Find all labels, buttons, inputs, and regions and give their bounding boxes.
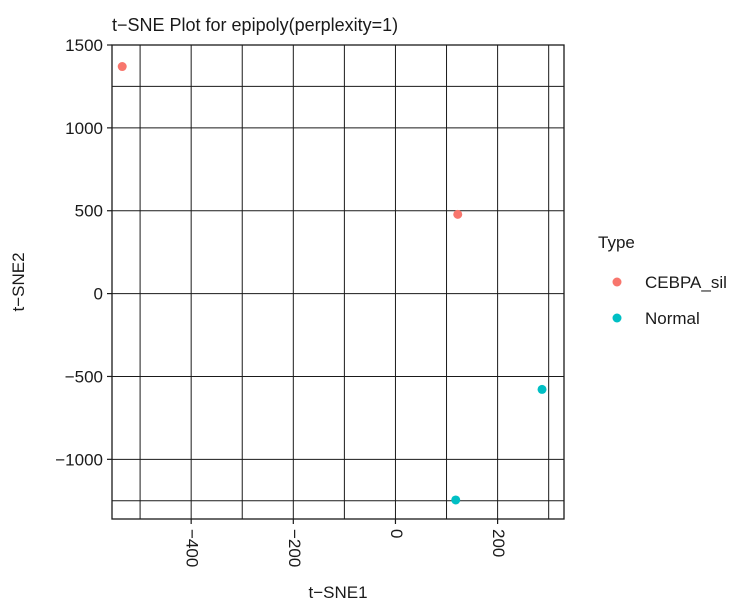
axis-ticks: −1000 −500 0 500 1000 1500 −400 −200 0 200 (55, 36, 508, 567)
y-tick-label: −1000 (55, 450, 103, 469)
y-tick-label: 500 (75, 202, 103, 221)
y-tick-label: 1000 (65, 119, 103, 138)
data-point (537, 384, 547, 394)
y-tick-label: −500 (65, 367, 103, 386)
legend-label: Normal (645, 309, 700, 328)
chart-title: t−SNE Plot for epipoly(perplexity=1) (112, 15, 398, 35)
y-tick-label: 0 (94, 285, 103, 304)
x-tick-label: 200 (489, 529, 508, 557)
y-axis-label: t−SNE2 (9, 252, 28, 311)
legend-label: CEBPA_sil (645, 273, 727, 292)
data-point (453, 209, 463, 219)
x-tick-label: −400 (183, 529, 202, 567)
legend-items: CEBPA_sil Normal (612, 273, 727, 328)
plot-panel-border (111, 44, 565, 520)
legend-key (612, 313, 622, 323)
x-axis-label: t−SNE1 (308, 583, 367, 602)
grid-layer (112, 45, 564, 519)
points-layer (117, 62, 547, 505)
legend: Type CEBPA_sil Normal (598, 233, 727, 328)
y-tick-label: 1500 (65, 36, 103, 55)
legend-key (612, 277, 622, 287)
data-point (451, 495, 461, 505)
x-tick-label: 0 (387, 529, 406, 538)
x-tick-label: −200 (285, 529, 304, 567)
legend-title: Type (598, 233, 635, 252)
data-point (117, 62, 127, 72)
